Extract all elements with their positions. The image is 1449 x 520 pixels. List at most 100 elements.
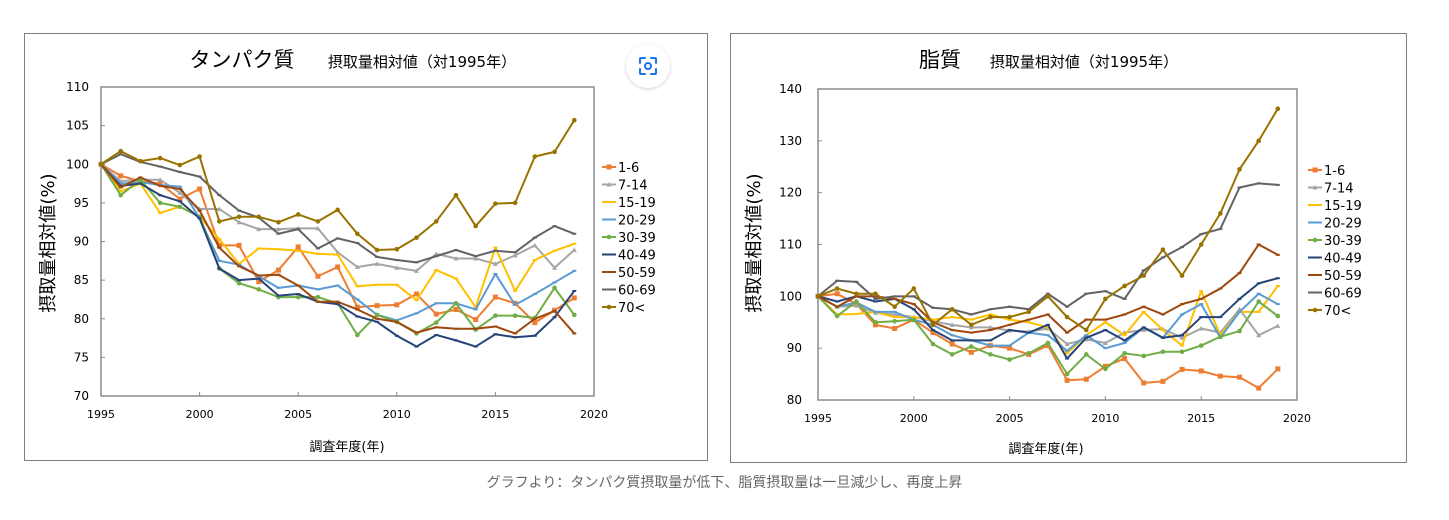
data-point bbox=[1007, 305, 1012, 308]
legend-item: 60-69 bbox=[602, 284, 656, 299]
fat-chart-panel bbox=[730, 33, 1407, 463]
data-point bbox=[453, 327, 458, 330]
legend-item: 40-49 bbox=[602, 249, 656, 264]
y-tick-label: 75 bbox=[74, 350, 89, 364]
data-point bbox=[177, 162, 183, 168]
data-point bbox=[873, 295, 878, 298]
data-point bbox=[1103, 321, 1108, 324]
data-point bbox=[834, 313, 840, 319]
data-point bbox=[1237, 167, 1242, 172]
data-point bbox=[1103, 347, 1108, 350]
legend-marker bbox=[606, 304, 612, 310]
data-point bbox=[118, 192, 124, 198]
data-point bbox=[335, 253, 340, 256]
data-point bbox=[453, 192, 459, 198]
data-point bbox=[453, 306, 459, 312]
data-point bbox=[217, 267, 222, 270]
data-point bbox=[854, 299, 859, 304]
visual-search-button[interactable] bbox=[626, 44, 670, 88]
legend-item: 20-29 bbox=[1308, 217, 1362, 232]
legend-item: 15-19 bbox=[1308, 199, 1362, 214]
y-tick-label: 100 bbox=[779, 289, 802, 303]
data-point bbox=[1237, 374, 1243, 380]
data-point bbox=[892, 297, 897, 300]
data-point bbox=[968, 322, 974, 328]
data-point bbox=[434, 326, 439, 329]
data-point bbox=[118, 148, 124, 154]
data-point bbox=[158, 194, 163, 197]
data-point bbox=[473, 327, 478, 330]
data-point bbox=[969, 318, 974, 321]
data-point bbox=[433, 219, 439, 224]
data-point bbox=[949, 322, 955, 327]
data-point bbox=[1160, 247, 1166, 252]
data-point bbox=[138, 181, 143, 184]
data-point bbox=[571, 247, 577, 252]
data-point bbox=[375, 255, 380, 258]
legend-label: 60-69 bbox=[1324, 287, 1362, 302]
data-point bbox=[1198, 325, 1204, 331]
data-point bbox=[355, 242, 360, 245]
data-point bbox=[1045, 294, 1051, 299]
data-point bbox=[177, 200, 182, 203]
data-point bbox=[118, 153, 123, 156]
legend-item: 7-14 bbox=[1308, 182, 1354, 197]
x-tick-label: 2005 bbox=[996, 412, 1024, 425]
x-tick-label: 1995 bbox=[804, 412, 832, 425]
y-tick-label: 110 bbox=[66, 80, 89, 94]
x-tick-label: 2000 bbox=[186, 408, 214, 421]
data-point bbox=[571, 117, 577, 123]
data-point bbox=[256, 279, 262, 285]
y-tick-label: 120 bbox=[779, 186, 802, 200]
y-tick-label: 85 bbox=[74, 273, 89, 287]
data-point bbox=[1122, 283, 1127, 289]
data-point bbox=[949, 352, 955, 357]
data-point bbox=[532, 320, 538, 326]
data-point bbox=[911, 317, 917, 322]
data-point bbox=[473, 345, 478, 348]
data-point bbox=[1141, 269, 1146, 272]
data-point bbox=[1275, 303, 1280, 306]
data-point bbox=[237, 279, 242, 282]
data-point bbox=[256, 247, 261, 250]
data-point bbox=[315, 288, 320, 291]
legend-marker bbox=[606, 164, 612, 170]
legend-label: 70< bbox=[1324, 304, 1351, 319]
data-point bbox=[1103, 329, 1108, 332]
plot-area bbox=[817, 88, 1298, 401]
data-point bbox=[1045, 340, 1051, 346]
series-70< bbox=[815, 106, 1281, 333]
data-point bbox=[1065, 305, 1070, 308]
data-point bbox=[177, 190, 183, 195]
data-point bbox=[236, 219, 242, 225]
legend-label: 40-49 bbox=[618, 249, 656, 264]
data-point bbox=[236, 214, 242, 220]
data-point bbox=[572, 289, 577, 292]
data-point bbox=[453, 339, 458, 342]
data-point bbox=[118, 186, 123, 189]
data-point bbox=[157, 181, 163, 187]
data-point bbox=[355, 231, 360, 237]
data-point bbox=[473, 317, 479, 323]
data-point bbox=[473, 223, 478, 229]
data-point bbox=[572, 242, 577, 245]
data-point bbox=[414, 312, 419, 315]
data-point bbox=[118, 184, 123, 187]
data-point bbox=[315, 225, 321, 231]
data-point bbox=[854, 291, 859, 297]
data-point bbox=[1045, 292, 1050, 295]
data-point bbox=[1045, 313, 1050, 316]
data-point bbox=[1064, 377, 1070, 383]
chart-subtitle: 摂取量相対値（対1995年） bbox=[990, 53, 1178, 71]
data-point bbox=[552, 265, 558, 270]
legend-label: 30-39 bbox=[618, 231, 656, 246]
data-point bbox=[1160, 256, 1165, 259]
data-point bbox=[1026, 331, 1031, 334]
data-point bbox=[276, 273, 281, 276]
data-point bbox=[552, 249, 557, 252]
data-point bbox=[571, 295, 577, 301]
legend-label: 40-49 bbox=[1324, 252, 1362, 267]
series-line bbox=[100, 163, 576, 336]
data-point bbox=[354, 304, 360, 310]
data-point bbox=[1237, 297, 1242, 300]
